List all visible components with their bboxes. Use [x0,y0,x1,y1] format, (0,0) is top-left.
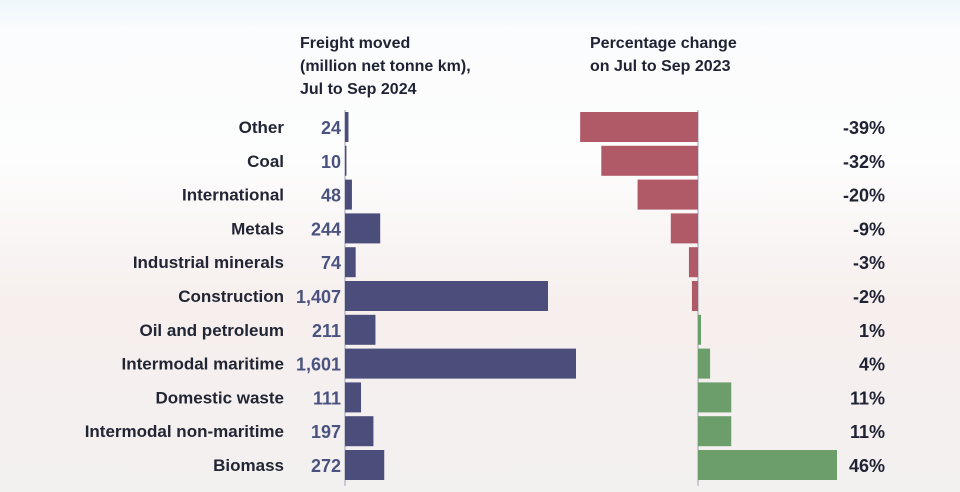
freight-value-label: 211 [312,321,341,341]
right-panel-header: Percentage change on Jul to Sep 2023 [590,35,737,75]
category-label: Industrial minerals [133,253,284,272]
category-label: Intermodal maritime [122,355,285,374]
freight-value-label: 10 [321,152,341,172]
left-header-line: Freight moved [300,35,410,52]
change-value-label: -39% [843,118,885,138]
change-value-label: 46% [849,456,885,476]
category-label: Domestic waste [156,388,285,407]
category-label: Metals [231,219,284,238]
change-bar [698,314,702,345]
change-bar [698,382,732,413]
left-header-line: Jul to Sep 2024 [300,81,417,98]
freight-value-label: 244 [311,219,341,239]
freight-value-label: 1,601 [296,355,341,375]
change-bar [698,348,711,379]
freight-bar [345,112,349,142]
right-header-line: on Jul to Sep 2023 [590,58,731,75]
freight-value-label: 48 [321,186,341,206]
category-label: Oil and petroleum [139,321,284,340]
category-label: Construction [178,287,284,306]
change-value-label: 11% [850,388,885,408]
freight-value-label: 272 [311,456,341,476]
freight-value-label: 111 [313,388,341,408]
freight-bar [345,213,381,244]
change-value-label: -2% [853,287,885,307]
left-header-line: (million net tonne km), [300,58,471,75]
change-value-label: 4% [859,355,885,375]
left-panel-header: Freight moved (million net tonne km), Jul … [300,35,471,98]
change-bar [688,247,698,278]
freight-value-label: 197 [311,422,341,442]
change-value-label: -20% [843,186,885,206]
change-bar [601,145,698,176]
freight-bar [345,145,347,176]
change-bar [698,416,732,447]
category-label: Other [239,118,285,137]
freight-value-label: 24 [321,118,341,138]
change-bar [691,281,698,311]
category-label: Intermodal non-maritime [85,422,284,441]
change-value-label: -32% [843,152,885,172]
change-bar [580,112,698,142]
freight-bar [345,179,352,210]
change-bar [670,213,698,244]
freight-value-label: 1,407 [296,287,341,307]
category-label: International [182,186,284,205]
change-value-label: -3% [853,253,885,273]
freight-bar [345,314,376,345]
change-bar [698,450,837,480]
freight-bar [345,281,549,311]
freight-bar [345,416,374,447]
freight-bar [345,450,385,480]
change-value-label: -9% [853,219,885,239]
freight-bar [345,382,362,413]
right-header-line: Percentage change [590,35,737,52]
freight-moved-panel: Other 24 Coal 10 International 48 Metals 244 Ind… [85,110,576,486]
freight-bar [345,247,356,278]
change-value-label: 1% [859,321,885,341]
percentage-change-panel: -39% -32% -20% -9% -3% -2% 1% 4% 11% 11% 46% [580,110,885,486]
change-bar [637,179,698,210]
category-label: Biomass [213,456,284,475]
change-value-label: 11% [850,422,885,442]
freight-value-label: 74 [321,253,341,273]
category-label: Coal [247,152,284,171]
freight-bar [345,348,576,379]
